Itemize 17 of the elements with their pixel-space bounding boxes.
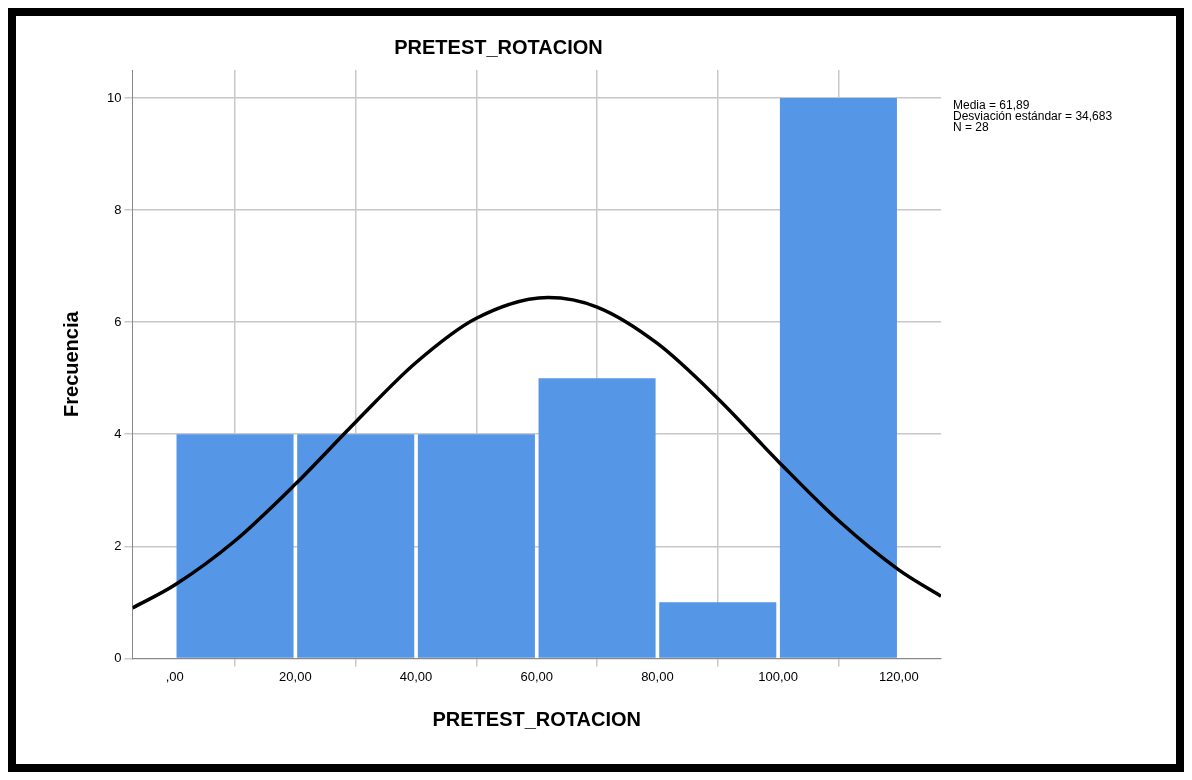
x-tick-label: 120,00 (878, 668, 919, 684)
x-tick-label: 100,00 (758, 668, 798, 684)
x-axis-title: PRETEST_ROTACION (432, 707, 641, 730)
x-tick-label: 80,00 (641, 668, 674, 684)
y-axis-title: Frecuencia (59, 310, 82, 417)
x-tick-label: 20,00 (279, 668, 312, 684)
x-tick-label: 40,00 (399, 668, 433, 684)
y-tick-label: 10 (106, 89, 122, 105)
text: N = 28 (953, 120, 990, 135)
y-tick-label: 4 (114, 425, 122, 441)
y-tick-label: 6 (114, 313, 122, 329)
y-tick-label: 8 (114, 201, 122, 217)
chart-title: PRETEST_ROTACION (394, 35, 603, 58)
x-tick-label: 60,00 (520, 668, 553, 684)
x-tick-label: ,00 (165, 668, 184, 684)
y-tick-label: 0 (114, 649, 122, 665)
y-tick-label: 2 (114, 537, 122, 553)
